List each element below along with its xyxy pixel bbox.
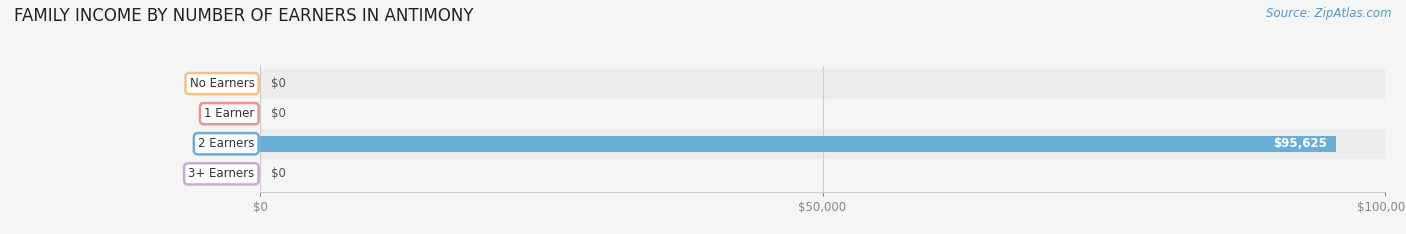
Text: No Earners: No Earners bbox=[190, 77, 254, 90]
Bar bbox=[260, 99, 1385, 129]
Text: $0: $0 bbox=[271, 77, 287, 90]
Bar bbox=[260, 159, 1385, 189]
Text: $95,625: $95,625 bbox=[1272, 137, 1327, 150]
Bar bbox=[260, 129, 1385, 159]
Text: $0: $0 bbox=[271, 167, 287, 180]
Text: 2 Earners: 2 Earners bbox=[198, 137, 254, 150]
Bar bbox=[260, 69, 1385, 99]
Text: $0: $0 bbox=[271, 107, 287, 120]
Text: FAMILY INCOME BY NUMBER OF EARNERS IN ANTIMONY: FAMILY INCOME BY NUMBER OF EARNERS IN AN… bbox=[14, 7, 474, 25]
Bar bbox=[260, 136, 1336, 152]
Text: 1 Earner: 1 Earner bbox=[204, 107, 254, 120]
Text: 3+ Earners: 3+ Earners bbox=[188, 167, 254, 180]
Text: Source: ZipAtlas.com: Source: ZipAtlas.com bbox=[1267, 7, 1392, 20]
